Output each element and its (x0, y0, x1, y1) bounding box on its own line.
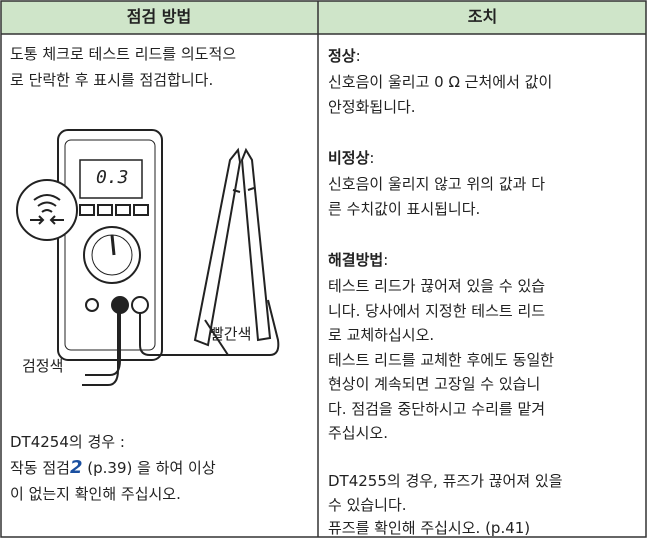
text-line: 테스트 리드를 교체한 후에도 동일한 (328, 350, 555, 369)
separator: : (383, 251, 389, 269)
separator: : (369, 149, 375, 167)
text-line: 수 있습니다. (328, 495, 407, 514)
text-line: 신호음이 울리고 0 Ω 근처에서 값이 (328, 73, 553, 91)
text: 작동 점검 (10, 459, 70, 477)
section-heading: 비정상: (328, 149, 375, 167)
text-line: 니다. 당사에서 지정한 테스트 리드 (328, 301, 546, 320)
text-line: 도통 체크로 테스트 리드를 의도적으 (10, 45, 237, 63)
probe-label: 빨간색 (210, 325, 252, 343)
text-line: 주십시오. (328, 424, 388, 442)
text-line: 로 단락한 후 표시를 점검합니다. (10, 71, 214, 89)
text-line: DT4255의 경우, 퓨즈가 끊어져 있을 (328, 472, 563, 490)
text-line: 현상이 계속되면 고장일 수 있습니 (328, 375, 541, 393)
text-line: 로 교체하십시오. (328, 326, 435, 344)
section-heading: 해결방법: (328, 251, 389, 269)
probe-label: 검정색 (22, 357, 64, 375)
text-line: 테스트 리드가 끊어져 있을 수 있습 (328, 277, 546, 295)
text: (p.39) 을 하여 이상 (82, 459, 216, 477)
header-cell: 점검 방법 (126, 7, 192, 26)
note-line: 작동 점검2 (p.39) 을 하여 이상 (10, 458, 216, 478)
note-title: DT4254의 경우 : (10, 433, 125, 451)
header-bg (1, 1, 646, 34)
separator: : (355, 47, 361, 65)
meter-illustration (16, 129, 280, 386)
text-line: 다. 점검을 중단하시고 수리를 맡겨 (328, 399, 546, 418)
note-line: 이 없는지 확인해 주십시오. (10, 485, 181, 503)
text-line: 안정화됩니다. (328, 97, 416, 116)
section-heading: 정상: (328, 47, 361, 65)
text-line: 신호음이 울리지 않고 위의 값과 다 (328, 175, 546, 193)
lcd-reading: 0.3 (96, 167, 129, 188)
text-line: 른 수치값이 표시됩니다. (328, 199, 481, 218)
text-line: 퓨즈를 확인해 주십시오. (p.41) (328, 519, 531, 537)
header-cell: 조치 (467, 7, 498, 26)
step-number: 2 (69, 457, 83, 478)
